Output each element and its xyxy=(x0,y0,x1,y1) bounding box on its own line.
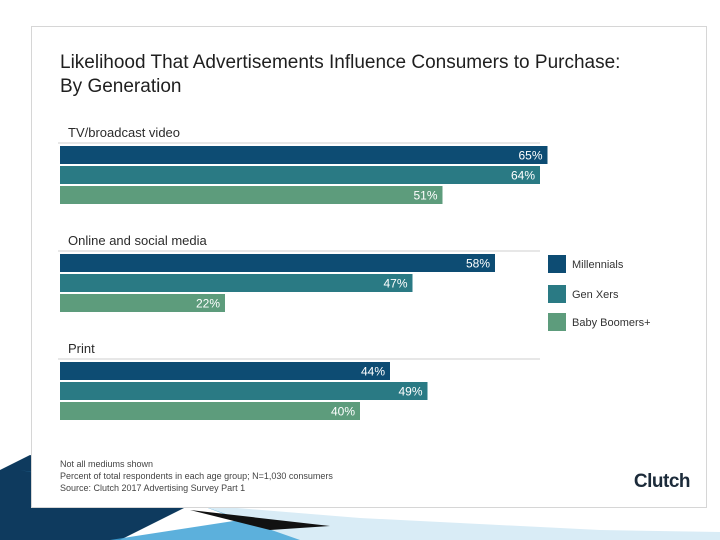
bar-baby-boomers xyxy=(60,294,225,312)
bar-millennials xyxy=(60,146,548,164)
footnote-source: Source: Clutch 2017 Advertising Survey P… xyxy=(60,483,246,493)
clutch-logo-text: Clutch xyxy=(633,471,691,492)
category-label: TV/broadcast video xyxy=(68,125,180,140)
slide-accent-black xyxy=(190,510,330,530)
category-label: Print xyxy=(68,341,95,356)
bar-gen-xers xyxy=(60,274,413,292)
clutch-logo: Clutch xyxy=(633,471,691,493)
bar-gen-xers xyxy=(60,382,428,400)
chart-title-line1: Likelihood That Advertisements Influence… xyxy=(60,52,621,73)
bar-baby-boomers xyxy=(60,402,360,420)
bar-value-label: 58% xyxy=(466,257,490,271)
bar-value-label: 47% xyxy=(383,277,407,291)
category-label: Online and social media xyxy=(68,233,208,248)
footnote-respondents: Percent of total respondents in each age… xyxy=(60,471,333,481)
bar-millennials xyxy=(60,362,390,380)
chart-title-line2: By Generation xyxy=(60,76,182,97)
bar-baby-boomers xyxy=(60,186,443,204)
legend-label: Baby Boomers+ xyxy=(572,317,651,329)
bar-value-label: 40% xyxy=(331,405,355,419)
legend-swatch xyxy=(548,313,566,331)
legend-label: Millennials xyxy=(572,259,624,271)
bar-value-label: 51% xyxy=(413,189,437,203)
bar-value-label: 22% xyxy=(196,297,220,311)
legend-swatch xyxy=(548,255,566,273)
legend-label: Gen Xers xyxy=(572,289,619,301)
footnote-mediums: Not all mediums shown xyxy=(60,459,154,469)
bar-value-label: 65% xyxy=(518,149,542,163)
bar-millennials xyxy=(60,254,495,272)
bar-value-label: 49% xyxy=(398,385,422,399)
bar-gen-xers xyxy=(60,166,540,184)
bar-value-label: 44% xyxy=(361,365,385,379)
legend-swatch xyxy=(548,285,566,303)
bar-value-label: 64% xyxy=(511,169,535,183)
slide-accent-fade xyxy=(200,505,720,540)
